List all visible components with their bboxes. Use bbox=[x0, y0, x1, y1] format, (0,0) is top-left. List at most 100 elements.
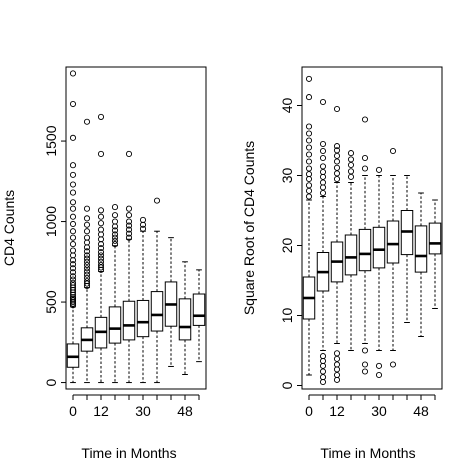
boxes bbox=[66, 70, 206, 384]
outlier-point bbox=[97, 150, 105, 157]
x-axis: 0 12 30 48 bbox=[69, 394, 200, 419]
outlier-point bbox=[97, 258, 105, 265]
outlier-point bbox=[333, 376, 341, 383]
outlier-point bbox=[69, 273, 77, 280]
outlier-point bbox=[97, 220, 105, 227]
x-tick-label: 12 bbox=[93, 403, 109, 419]
box-group bbox=[164, 237, 178, 367]
outlier-point bbox=[97, 252, 105, 259]
outlier-point bbox=[69, 228, 77, 235]
outlier-point bbox=[319, 368, 327, 375]
outlier-point bbox=[69, 189, 77, 196]
outlier-point bbox=[319, 179, 327, 186]
box bbox=[192, 293, 206, 326]
outlier-point bbox=[69, 261, 77, 268]
outlier-point bbox=[69, 70, 77, 77]
outlier-point bbox=[333, 158, 341, 165]
outlier-point bbox=[97, 249, 105, 256]
outlier-point bbox=[361, 361, 369, 368]
outlier-point bbox=[305, 137, 313, 144]
box-group bbox=[400, 175, 414, 323]
box bbox=[150, 291, 164, 332]
outlier-point bbox=[83, 205, 91, 212]
outlier-point bbox=[305, 158, 313, 165]
outlier-point bbox=[319, 163, 327, 170]
outlier-point bbox=[69, 295, 77, 302]
outlier-point bbox=[319, 140, 327, 148]
outlier-point bbox=[361, 154, 369, 162]
box-group bbox=[136, 216, 150, 384]
box-group bbox=[122, 150, 136, 384]
box bbox=[122, 300, 136, 341]
outlier-point bbox=[97, 245, 105, 252]
outlier-point bbox=[83, 258, 91, 265]
outlier-point bbox=[375, 362, 383, 369]
x-axis-title: Time in Months bbox=[81, 445, 176, 461]
outlier-point bbox=[319, 184, 327, 191]
x-tick-label: 30 bbox=[371, 403, 387, 419]
outlier-point bbox=[375, 371, 383, 379]
outlier-point bbox=[319, 353, 327, 360]
outlier-point bbox=[305, 171, 313, 178]
outlier-point bbox=[97, 226, 105, 233]
plot-frame bbox=[65, 66, 207, 390]
box-group bbox=[344, 150, 358, 351]
outlier-point bbox=[361, 347, 369, 354]
outlier-point bbox=[333, 371, 341, 379]
x-tick-label: 0 bbox=[69, 403, 77, 419]
outlier-point bbox=[305, 94, 313, 101]
box bbox=[414, 225, 428, 273]
outlier-point bbox=[361, 368, 369, 375]
outlier-point bbox=[69, 279, 77, 286]
x-tick-label: 48 bbox=[413, 403, 429, 419]
outlier-point bbox=[347, 168, 355, 175]
outlier-point bbox=[319, 357, 327, 365]
box bbox=[358, 228, 372, 272]
outlier-point bbox=[125, 234, 133, 241]
outlier-point bbox=[83, 268, 91, 275]
outlier-point bbox=[83, 221, 91, 228]
outlier-point bbox=[69, 100, 77, 108]
outlier-point bbox=[83, 271, 91, 278]
outlier-point bbox=[97, 261, 105, 269]
box-group bbox=[372, 166, 386, 379]
outlier-point bbox=[153, 197, 161, 204]
outlier-point bbox=[97, 213, 105, 220]
outlier-point bbox=[139, 216, 147, 223]
outlier-point bbox=[333, 147, 341, 154]
outlier-point bbox=[111, 212, 119, 219]
outlier-point bbox=[125, 222, 133, 229]
outlier-point bbox=[305, 193, 313, 200]
outlier-point bbox=[305, 151, 313, 158]
outlier-point bbox=[319, 374, 327, 381]
outlier-point bbox=[69, 162, 77, 169]
outlier-point bbox=[83, 278, 91, 285]
outlier-point bbox=[69, 247, 77, 254]
outlier-point bbox=[83, 228, 91, 235]
x-axis-title: Time in Months bbox=[320, 445, 415, 461]
outlier-point bbox=[305, 182, 313, 189]
outlier-point bbox=[319, 189, 327, 197]
outlier-point bbox=[83, 274, 91, 281]
y-tick-label: 0 bbox=[279, 381, 295, 389]
box bbox=[428, 222, 442, 255]
y-tick-label: 0 bbox=[43, 378, 59, 386]
y-tick-label: 20 bbox=[279, 238, 295, 254]
outlier-point bbox=[69, 234, 77, 241]
box-group bbox=[150, 197, 164, 384]
outlier-point bbox=[347, 173, 355, 180]
x-tick-label: 12 bbox=[329, 403, 345, 419]
outlier-point bbox=[111, 204, 119, 211]
outlier-point bbox=[305, 144, 313, 151]
box-group bbox=[66, 70, 80, 384]
outlier-point bbox=[319, 168, 327, 176]
outlier-point bbox=[333, 143, 341, 150]
outlier-point bbox=[125, 218, 133, 225]
outlier-point bbox=[69, 276, 77, 283]
outlier-point bbox=[83, 252, 91, 259]
outlier-point bbox=[389, 361, 397, 368]
outlier-point bbox=[83, 265, 91, 272]
box-group bbox=[80, 118, 94, 384]
outlier-point bbox=[361, 165, 369, 172]
